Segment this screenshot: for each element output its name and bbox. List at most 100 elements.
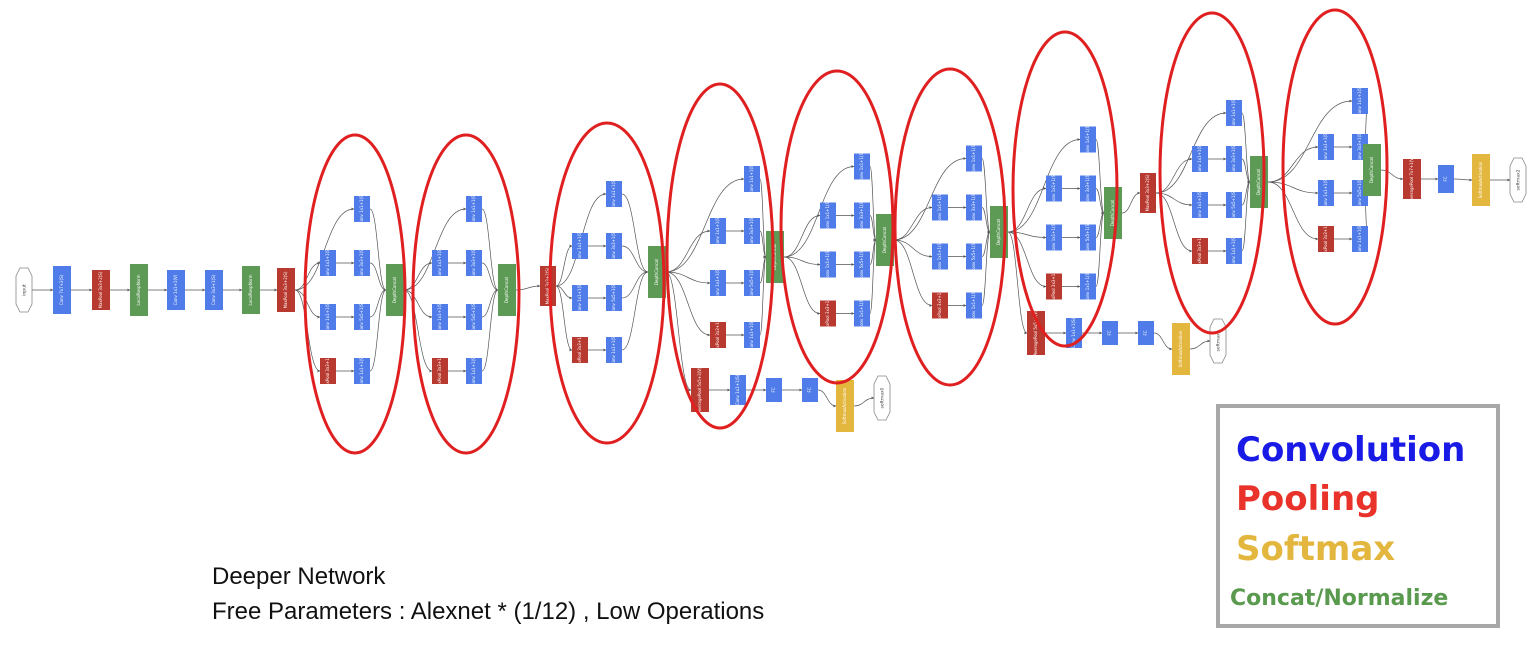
block-label: Conv 1x1+1(S): [1197, 189, 1202, 220]
connection-arrow: [1241, 180, 1251, 252]
concat-block: DepthConcat: [1104, 187, 1122, 239]
block-label: AveragePool 5x5+3(V): [1033, 310, 1038, 356]
pool-block: MaxPool 3x3+1(S): [1046, 268, 1062, 305]
block-label: MaxPool 3x3+1(S): [1051, 268, 1056, 305]
io-label: softmax0: [880, 387, 886, 408]
conv-block: Conv 1x1+1(S): [1352, 85, 1368, 116]
conv-block: Conv 1x1+1(S): [820, 249, 836, 280]
conv-block: Conv 3x3+1(S): [1226, 143, 1242, 174]
conv-block: Conv 1x1+1(S): [1080, 124, 1096, 155]
block-label: DepthConcat: [1369, 156, 1374, 183]
concat-block: DepthConcat: [498, 264, 516, 316]
block-label: Conv 3x3+1(S): [859, 200, 864, 231]
block-label: Conv 5x5+1(S): [611, 282, 616, 313]
block-label: Conv 1x1+1(S): [1357, 223, 1362, 254]
conv-block: Conv 1x1+1(S): [320, 301, 336, 332]
block-label: DepthConcat: [1110, 199, 1115, 226]
connection-arrow: [893, 239, 933, 307]
connection-arrow: [783, 214, 821, 258]
connection-arrow: [1267, 99, 1353, 183]
conv-block: Conv 1x1+1(S): [730, 374, 746, 405]
conv-block: Conv 5x5+1(S): [466, 301, 482, 332]
connection-arrow: [1380, 169, 1404, 181]
block-label: FC: [1107, 330, 1112, 335]
block-label: Conv 3x3+1(S): [359, 247, 364, 278]
legend-box: Convolution Pooling Softmax Concat/Norma…: [1216, 404, 1500, 628]
block-label: DepthConcat: [1256, 168, 1261, 195]
pool-block: MaxPool 3x3+1(S): [932, 287, 948, 324]
block-label: Conv 1x1+1(S): [715, 215, 720, 246]
conv-block: Conv 1x1+1(S): [854, 151, 870, 182]
connection-arrow: [759, 178, 767, 259]
block-label: Conv 1x1+1(S): [1323, 131, 1328, 162]
connection-arrow: [369, 262, 387, 292]
conv-block: Conv 1x1+1(S): [710, 267, 726, 298]
connection-arrow: [1007, 231, 1047, 239]
connection-arrow: [369, 288, 387, 372]
concat-block: DepthConcat: [386, 264, 404, 316]
conv-block: Conv 1x1+1(S): [1318, 177, 1334, 208]
conv-block: Conv 1x1+1(S): [820, 200, 836, 231]
conv-block: FC: [1438, 165, 1454, 193]
block-label: Conv 1x1+1(S): [971, 143, 976, 174]
block-label: Conv 1x1+1(S): [1071, 317, 1076, 348]
connection-arrow: [665, 177, 745, 273]
connection-arrow: [1267, 181, 1319, 195]
connection-arrow: [1095, 139, 1105, 215]
pool-block: AveragePool 7x7+1(V): [1403, 156, 1421, 202]
conv-block: Conv 1x1+1(S): [1080, 271, 1096, 302]
block-label: Conv 5x5+1(S): [859, 249, 864, 280]
block-label: Conv 3x3+1(S): [1231, 143, 1236, 174]
conv-block: Conv 5x5+1(S): [354, 301, 370, 332]
connection-arrow: [981, 158, 991, 234]
caption-deeper-network: Deeper Network: [212, 563, 386, 590]
block-label: Conv 1x1+1(S): [325, 247, 330, 278]
block-label: FC: [771, 387, 776, 392]
io-label: input: [22, 284, 28, 296]
block-label: Conv 1x1+1(S): [1051, 222, 1056, 253]
legend-concat-normalize: Concat/Normalize: [1230, 586, 1449, 611]
block-label: FC: [1443, 176, 1448, 181]
conv-block: Conv 7x7+2(S): [53, 266, 71, 314]
connection-arrow: [369, 208, 387, 292]
conv-block: Conv 3x3+1(S): [354, 247, 370, 278]
block-label: Conv 1x1+1(S): [749, 163, 754, 194]
block-label: AveragePool 7x7+1(V): [1409, 156, 1414, 202]
conv-block: Conv 3x3+1(S): [854, 200, 870, 231]
connection-arrow: [403, 289, 433, 319]
conv-block: Conv 1x1+1(S): [354, 193, 370, 224]
block-label: DepthConcat: [392, 276, 397, 303]
conv-block: Conv 1x1+1(S): [744, 163, 760, 194]
conv-block: Conv 1x1+1(S): [932, 241, 948, 272]
inception-module-highlight: [665, 82, 775, 430]
concat-block: LocalRespNorm: [242, 266, 260, 314]
connection-arrow: [783, 165, 855, 258]
concat-block: DepthConcat: [648, 246, 666, 298]
block-label: Conv 5x5+1(S): [1085, 222, 1090, 253]
block-label: Conv 3x3+1(S): [611, 230, 616, 261]
conv-block: Conv 1x1+1(S): [354, 355, 370, 386]
block-label: Conv 1x1+1(S): [1231, 97, 1236, 128]
inception-module-highlight: [303, 133, 407, 455]
block-label: MaxPool 3x3+1(S): [937, 287, 942, 324]
block-label: DepthConcat: [772, 243, 777, 270]
block-label: MaxPool 3x3+1(S): [1197, 232, 1202, 269]
conv-block: Conv 1x1+1(S): [1192, 189, 1208, 220]
block-label: Conv 1x1+1(S): [971, 290, 976, 321]
connection-arrow: [1267, 145, 1319, 183]
inception-module-highlight: [548, 121, 666, 445]
connection-arrow: [1007, 138, 1081, 233]
block-label: Conv 1x1+1(S): [577, 282, 582, 313]
conv-block: Conv 3x3+1(S): [744, 215, 760, 246]
softmax-block: SoftmaxActivation: [1172, 323, 1190, 375]
block-label: Conv 3x3+1(S): [749, 215, 754, 246]
inception-module-highlight: [893, 67, 1007, 387]
conv-block: Conv 5x5+1(S): [1226, 189, 1242, 220]
pool-block: MaxPool 3x3+1(S): [320, 352, 336, 389]
block-label: Conv 1x1+1(S): [937, 241, 942, 272]
connection-arrow: [1153, 332, 1173, 351]
conv-block: Conv 1x1+1(S): [572, 282, 588, 313]
connection-arrow: [783, 256, 821, 266]
block-label: Conv 1x1+1(S): [1085, 271, 1090, 302]
conv-block: Conv 1x1+1(S): [932, 192, 948, 223]
